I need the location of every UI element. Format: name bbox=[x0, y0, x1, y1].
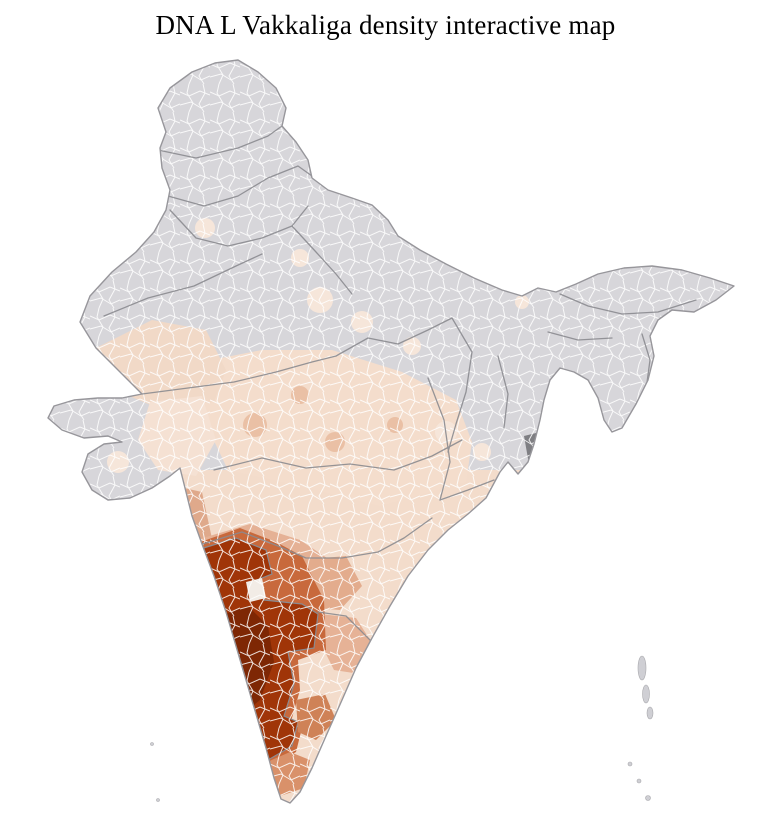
district-borders-overlay bbox=[48, 60, 734, 803]
state-borders bbox=[103, 125, 697, 663]
page-title: DNA L Vakkaliga density interactive map bbox=[155, 10, 616, 40]
island-districts[interactable] bbox=[150, 655, 654, 802]
india-coastline bbox=[47, 59, 735, 804]
